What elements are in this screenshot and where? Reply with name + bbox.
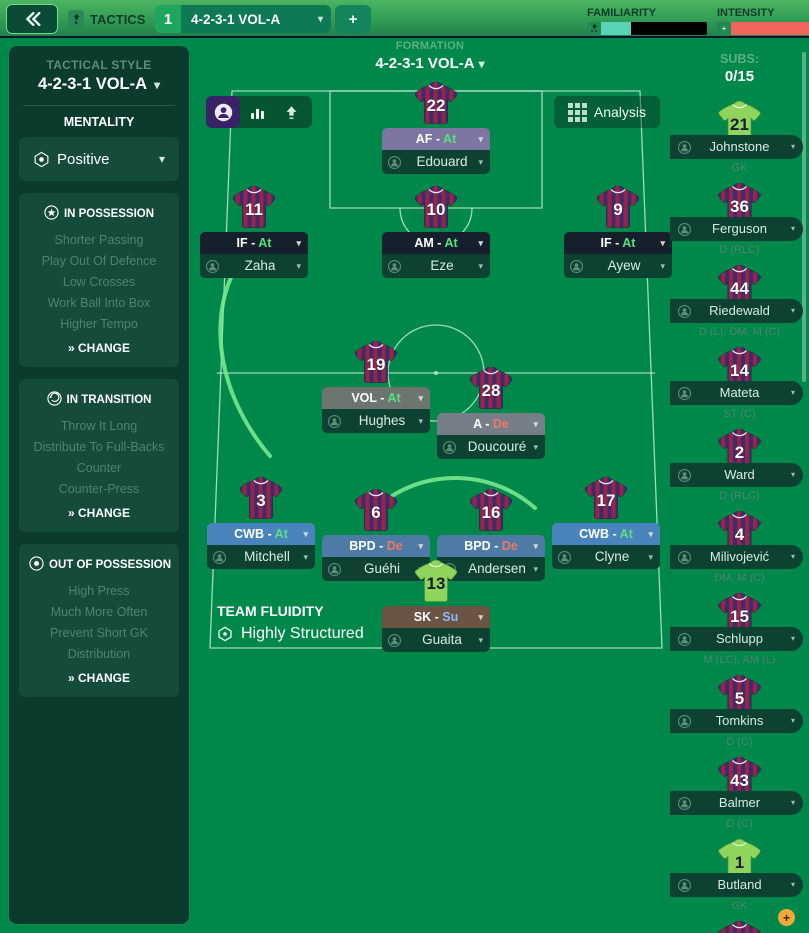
svg-text:14: 14 (730, 361, 749, 380)
svg-text:3: 3 (256, 491, 265, 510)
svg-text:2: 2 (735, 443, 744, 462)
svg-text:17: 17 (597, 491, 616, 510)
svg-text:10: 10 (427, 200, 446, 219)
svg-text:43: 43 (730, 771, 749, 790)
svg-text:44: 44 (730, 279, 749, 298)
svg-text:21: 21 (730, 115, 749, 134)
svg-text:36: 36 (730, 197, 749, 216)
svg-text:11: 11 (245, 200, 263, 219)
svg-text:13: 13 (427, 574, 446, 593)
svg-text:19: 19 (367, 355, 386, 374)
svg-text:4: 4 (735, 525, 745, 544)
svg-text:16: 16 (482, 503, 501, 522)
svg-text:28: 28 (482, 381, 501, 400)
svg-text:1: 1 (735, 853, 744, 872)
svg-text:22: 22 (427, 96, 446, 115)
svg-text:15: 15 (730, 607, 749, 626)
svg-text:9: 9 (613, 200, 622, 219)
svg-text:5: 5 (735, 689, 744, 708)
svg-text:6: 6 (371, 503, 380, 522)
